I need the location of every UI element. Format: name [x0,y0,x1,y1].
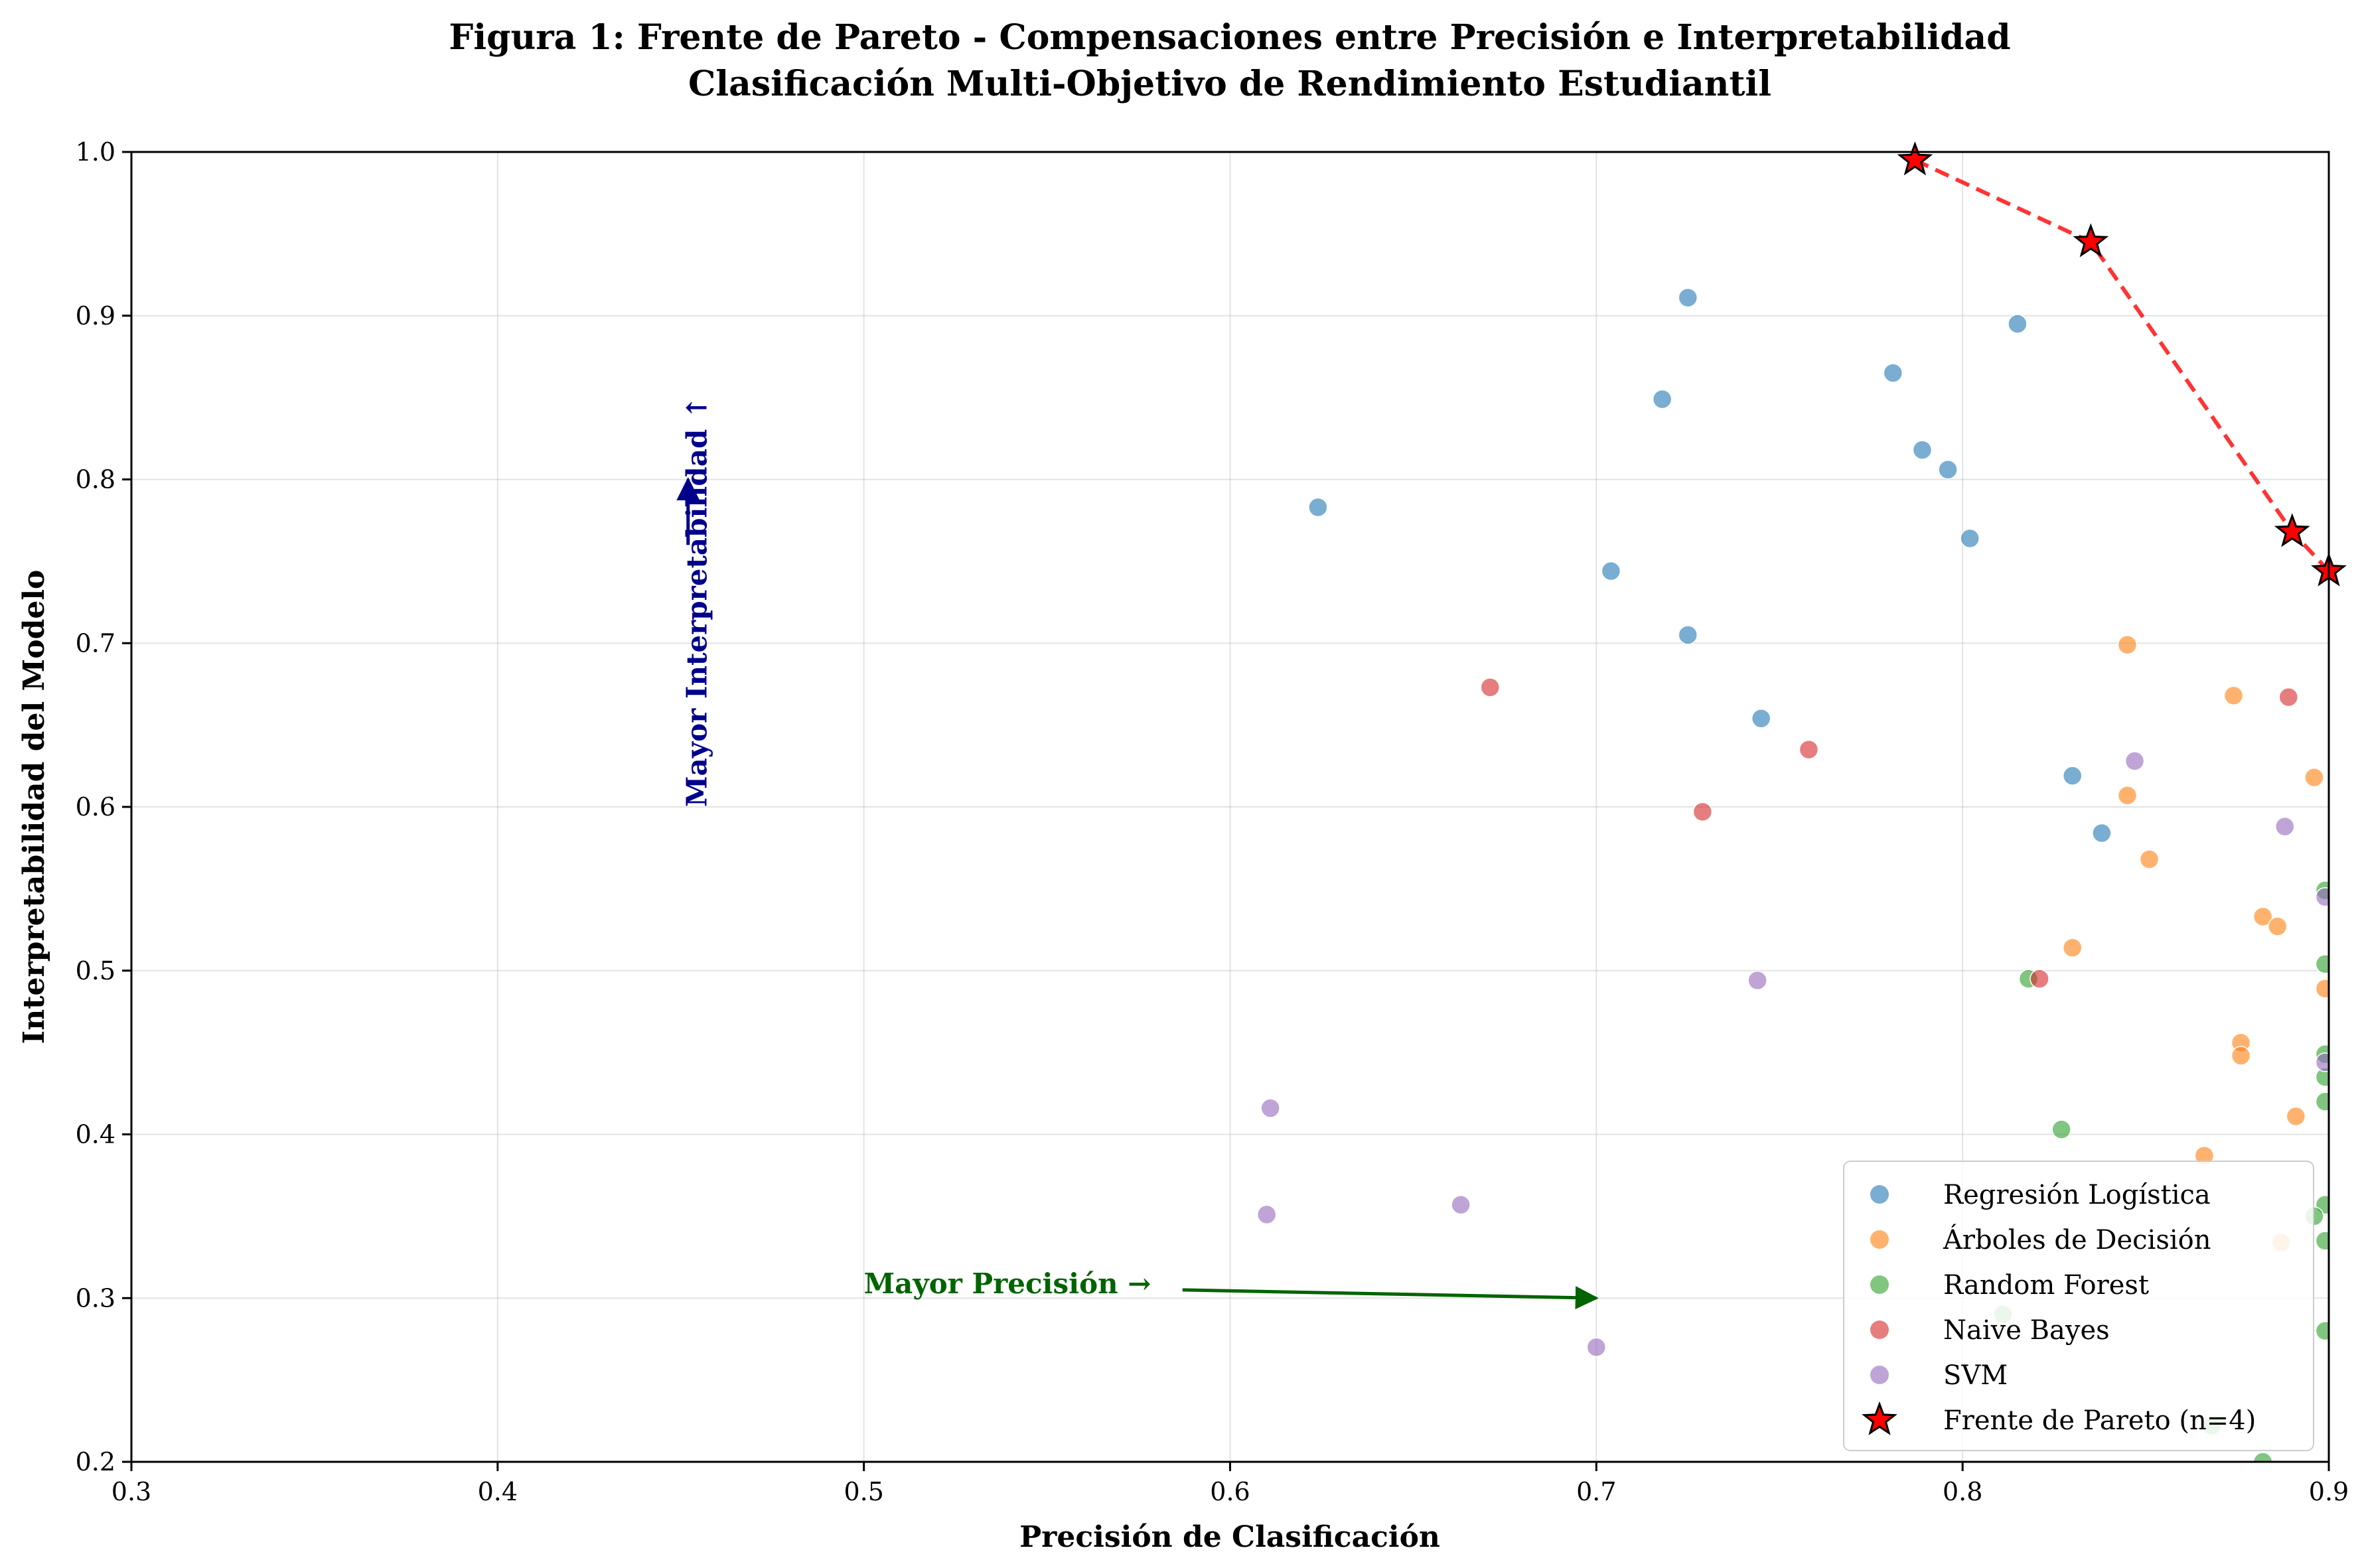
x-tick-label: 0.8 [1943,1477,1982,1506]
scatter-point-series-1 [2062,938,2083,958]
x-tick-label: 0.4 [478,1477,518,1506]
scatter-point-series-3 [2030,969,2049,989]
y-tick-label: 0.4 [76,1120,115,1149]
chart-subtitle: Clasificación Multi-Objetivo de Rendimie… [688,64,1771,104]
y-tick-label: 0.7 [76,628,115,658]
scatter-point-series-1 [2286,1106,2306,1127]
legend-marker [1870,1366,1889,1384]
scatter-point-series-3 [1799,739,1819,760]
scatter-point-series-1 [2117,785,2138,806]
legend-marker [1870,1275,1889,1294]
scatter-point-series-2 [2315,1231,2329,1251]
legend-marker [1870,1230,1889,1249]
scatter-point-series-2 [2252,1452,2273,1462]
scatter-point-series-1 [2223,685,2244,705]
axis-ticks: 0.3 0.4 0.5 0.6 0.7 0.8 0.90.20.30.40.50.60.70… [76,137,2349,1506]
legend-box [1843,1161,2314,1451]
y-tick-label: 1.0 [76,137,115,167]
y-tick-label: 0.5 [76,956,115,985]
scatter-point-series-4 [1260,1098,1280,1118]
pareto-star-point [2274,513,2310,547]
y-axis-label: Interpretabilidad del Modelo [17,570,51,1044]
scatter-point-series-0 [1960,528,1980,549]
scatter-point-series-0 [1601,561,1621,581]
pareto-star-point [2073,223,2109,257]
scatter-point-series-3 [1692,802,1713,822]
legend-label: SVM [1943,1360,2008,1391]
scatter-point-series-4 [2124,751,2145,771]
y-tick-label: 0.8 [76,465,115,494]
chart-title: Figura 1: Frente de Pareto - Compensacio… [449,17,2010,58]
legend-label: Naive Bayes [1943,1315,2110,1346]
scatter-point-series-0 [1652,389,1672,409]
scatter-point-series-3 [2278,687,2299,707]
pareto-front [1897,141,2347,587]
x-tick-label: 0.5 [844,1477,883,1506]
scatter-point-series-0 [1308,497,1328,518]
scatter-point-series-1 [2139,849,2160,869]
scatter-point-series-0 [1678,625,1698,645]
x-tick-label: 0.6 [1210,1477,1250,1506]
pareto-star-point [1897,141,1933,176]
y-tick-label: 0.2 [76,1447,115,1476]
legend-label: Regresión Logística [1943,1180,2211,1210]
scatter-point-series-4 [2275,816,2295,837]
legend-label: Random Forest [1943,1270,2149,1301]
y-tick-label: 0.9 [76,301,115,330]
pareto-front-line [1914,158,2331,573]
scatter-point-series-0 [1938,459,1958,480]
grid [131,151,2329,1462]
scatter-point-series-4 [1256,1204,1277,1225]
annotations: Mayor Precisión → Mayor Interpretabilidad… [676,396,1599,1310]
scatter-point-series-0 [1751,709,1771,729]
scatter-point-series-4 [1586,1337,1607,1358]
y-tick-label: 0.3 [76,1283,115,1313]
scatter-point-series-0 [2062,766,2083,786]
scatter-point-series-4 [2315,887,2329,907]
scatter-point-series-2 [2315,1092,2329,1111]
scatter-point-series-2 [2051,1119,2071,1139]
scatter-point-series-1 [2304,767,2324,788]
legend: Regresión Logística Árboles de Decisión Ra… [1843,1161,2314,1451]
scatter-point-series-3 [1480,677,1501,697]
legend-marker [1870,1185,1889,1204]
legend-label: Árboles de Decisión [1943,1224,2211,1255]
legend-marker-pareto [1862,1401,1897,1435]
annotation-interpretability: Mayor Interpretabilidad ↑ [680,396,713,807]
scatter-point-series-2 [2315,1320,2329,1341]
scatter-point-series-0 [1912,440,1933,460]
scatter-point-series-4 [2315,1052,2329,1072]
legend-marker [1870,1320,1889,1339]
scatter-point-series-1 [2252,906,2273,927]
scatter-point-series-0 [2008,314,2028,334]
scatter-point-series-1 [2117,634,2138,655]
scatter-point-series-4 [1451,1194,1471,1215]
scatter-point-series-1 [2231,1046,2251,1066]
scatter-point-series-0 [1678,287,1698,308]
legend-label-pareto: Frente de Pareto (n=4) [1943,1405,2256,1436]
x-tick-label: 0.9 [2309,1477,2349,1506]
x-tick-label: 0.7 [1576,1477,1616,1506]
scatter-point-series-2 [2315,954,2329,974]
scatter-point-series-4 [1747,970,1767,991]
y-tick-label: 0.6 [76,792,115,821]
scatter-point-series-0 [1883,363,1903,383]
annotation-arrow [1182,1286,1599,1310]
x-axis-label: Precisión de Clasificación [1019,1520,1440,1554]
scatter-point-series-0 [2092,823,2112,843]
x-tick-label: 0.3 [111,1477,151,1506]
scatter-point-series-1 [2267,916,2288,936]
scatter-point-series-1 [2315,979,2329,999]
annotation-precision: Mayor Precisión → [864,1267,1151,1300]
